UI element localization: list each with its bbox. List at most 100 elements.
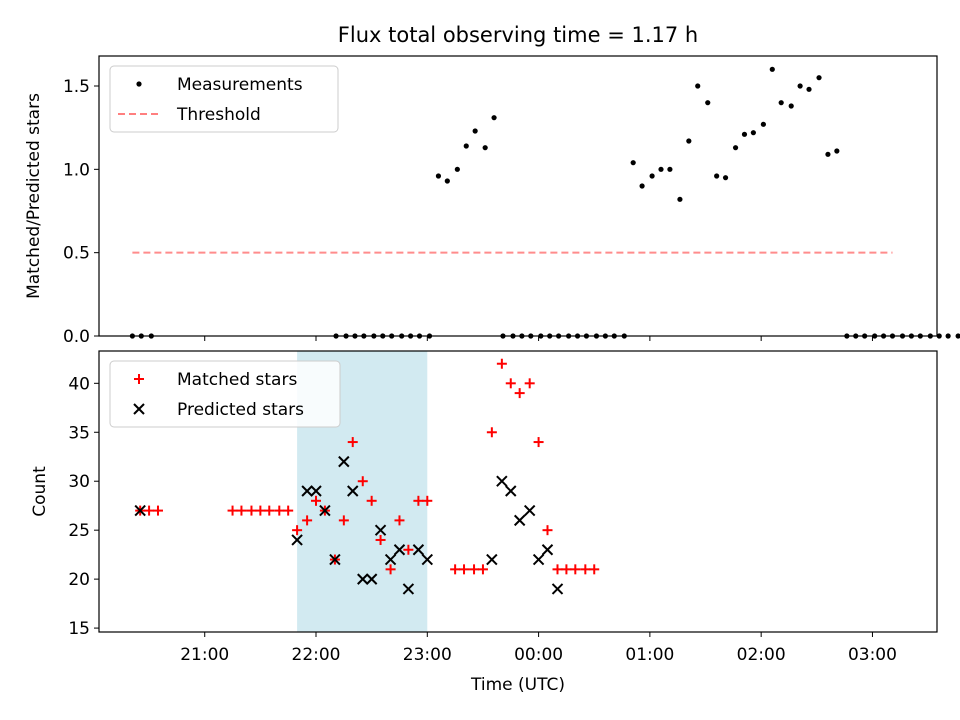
x-tick-label: 23:00 — [403, 645, 452, 665]
matched-star-marker — [264, 505, 275, 516]
y-tick-label: 25 — [68, 521, 90, 541]
matched-star-marker — [144, 505, 155, 516]
matched-star-marker — [357, 476, 368, 487]
predicted-star-marker-b — [541, 544, 554, 556]
matched-star-marker — [403, 544, 414, 555]
predicted-star-marker-b — [365, 573, 378, 585]
y-tick-label: 1.5 — [63, 77, 90, 97]
predicted-star-marker — [551, 583, 564, 595]
x-tick-label: 01:00 — [625, 645, 674, 665]
y-tick-label: 20 — [68, 570, 90, 590]
legend-label: Predicted stars — [177, 400, 304, 420]
measurement-point — [463, 143, 469, 149]
legend: Matched stars Predicted stars — [109, 360, 341, 428]
matched-star-marker — [152, 505, 163, 516]
measurement-point — [649, 173, 655, 179]
measurement-point — [630, 160, 636, 166]
predicted-star-marker — [393, 544, 406, 556]
axes-frame — [98, 55, 938, 337]
matched-star-marker — [338, 515, 349, 526]
x-axis-label: Time (UTC) — [470, 675, 565, 695]
predicted-star-marker — [365, 573, 378, 585]
predicted-star-marker — [505, 485, 517, 497]
measurement-point — [435, 173, 442, 179]
matched-star-marker — [570, 564, 581, 575]
matched-star-marker — [413, 495, 424, 506]
predicted-star-marker — [402, 583, 415, 595]
measurement-point — [732, 145, 739, 151]
y-tick-label: 40 — [68, 374, 90, 394]
matched-star-marker — [375, 534, 386, 545]
predicted-star-marker — [421, 553, 434, 566]
measurement-point — [454, 166, 460, 172]
measurement-point — [695, 83, 701, 89]
matched-star-marker — [422, 495, 433, 506]
predicted-star-marker — [374, 524, 387, 536]
measurement-point — [825, 151, 831, 157]
chart-title: Flux total observing time = 1.17 h — [338, 23, 698, 47]
matched-star-marker — [561, 564, 572, 575]
matched-star-marker — [486, 427, 497, 438]
predicted-star-marker — [412, 544, 425, 556]
predicted-star-marker-b — [338, 455, 350, 468]
measurement-point — [482, 145, 488, 151]
measurement-point — [750, 130, 756, 136]
legend-box — [109, 360, 341, 428]
predicted-star-marker-b — [505, 485, 517, 497]
matched-star-marker — [477, 564, 488, 575]
predicted-star-marker — [541, 544, 554, 556]
predicted-star-marker-b — [551, 583, 564, 595]
predicted-star-marker-b — [486, 553, 498, 566]
predicted-star-marker — [338, 455, 350, 468]
predicted-star-marker-b — [357, 573, 369, 585]
predicted-star-marker — [513, 514, 526, 527]
matched-star-marker — [227, 505, 238, 516]
bottom-panel: 15 20 25 30 35 40 21:00 22:00 23:00 00:00 01:00 02:… — [30, 350, 938, 665]
matched-star-marker — [524, 378, 535, 389]
predicted-star-marker-b — [310, 485, 322, 497]
y-tick-label: 15 — [68, 619, 90, 639]
predicted-star-marker — [291, 534, 303, 546]
measurement-point — [444, 178, 450, 184]
predicted-star-marker-b — [319, 504, 331, 517]
measurement-point — [834, 148, 840, 154]
predicted-star-marker — [357, 573, 369, 585]
measurement-point — [760, 121, 766, 127]
predicted-star-marker — [523, 504, 536, 517]
measurement-point — [686, 138, 692, 144]
matched-star-marker — [366, 495, 377, 506]
predicted-star-marker-b — [421, 553, 434, 566]
matched-star-marker — [505, 378, 516, 389]
matched-star-marker — [514, 388, 525, 399]
predicted-star-marker-b — [513, 514, 526, 527]
legend-box — [109, 65, 339, 133]
predicted-star-marker-b — [291, 534, 303, 546]
predicted-star-marker-b — [374, 524, 387, 536]
x-tick-label: 03:00 — [848, 645, 897, 665]
matched-star-marker — [496, 358, 507, 369]
measurement-point — [955, 333, 960, 339]
y-tick-label: 30 — [68, 472, 90, 492]
measurement-point — [816, 75, 822, 81]
predicted-star-marker-b — [301, 485, 313, 497]
matched-star-marker — [292, 525, 303, 536]
measurement-point — [769, 66, 775, 72]
matched-star-marker — [450, 564, 461, 575]
measurement-point — [658, 166, 664, 172]
measurement-point — [677, 196, 683, 202]
matched-star-marker — [283, 505, 294, 516]
matched-star-marker — [302, 515, 313, 526]
x-tick-label: 21:00 — [180, 645, 229, 665]
legend-label: Matched stars — [177, 370, 297, 390]
y-tick-label: 35 — [68, 423, 90, 443]
matched-star-marker — [589, 564, 600, 575]
measurement-point — [945, 333, 951, 339]
predicted-star-marker — [532, 553, 545, 566]
legend-label: Threshold — [176, 105, 261, 125]
matched-star-marker — [274, 505, 285, 516]
x-tick-label: 02:00 — [737, 645, 786, 665]
predicted-star-marker — [301, 485, 313, 497]
measurement-point — [936, 333, 942, 339]
predicted-star-marker — [384, 553, 397, 566]
y-tick-label: 0.0 — [63, 327, 90, 347]
